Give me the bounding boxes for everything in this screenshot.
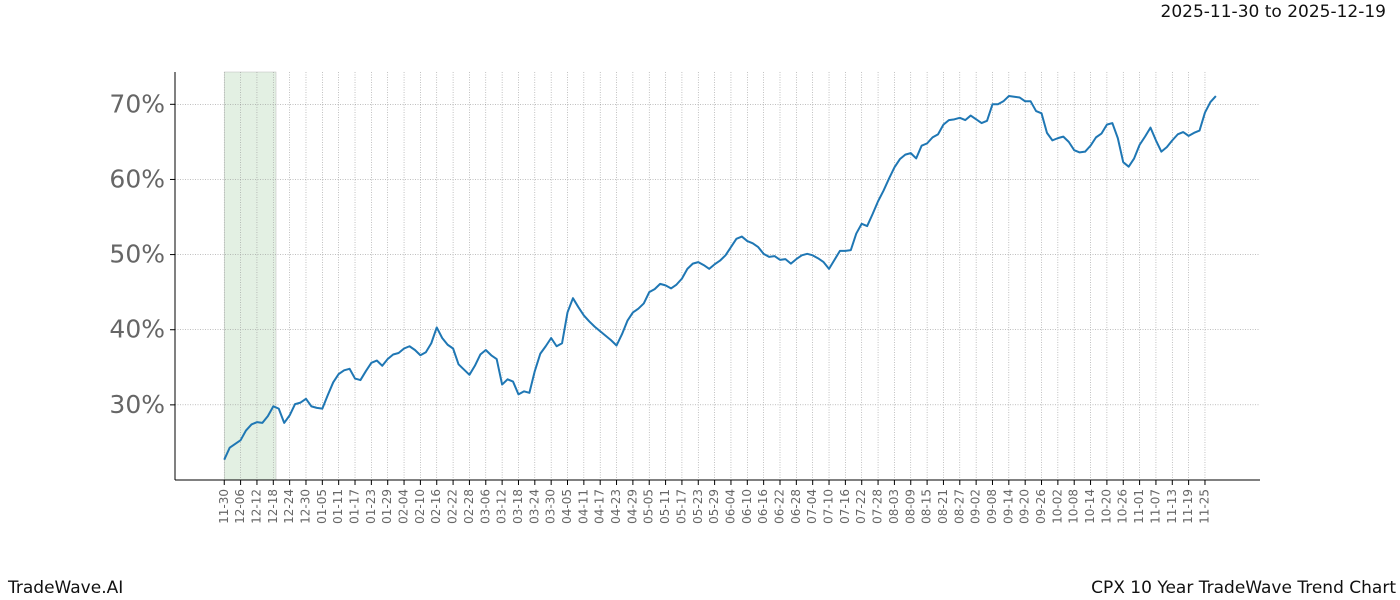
x-tick-label: 11-30 [217, 489, 231, 524]
chart-subtitle: 2025-11-30 to 2025-12-19 [1161, 2, 1386, 22]
chart-title: CPX 10 Year TradeWave Trend Chart [1091, 578, 1396, 598]
x-tick-label: 10-02 [1050, 489, 1064, 524]
x-tick-label: 08-21 [936, 489, 950, 524]
x-tick-label: 03-06 [478, 489, 492, 524]
x-tick-label: 02-04 [397, 489, 411, 524]
x-tick-label: 08-09 [903, 489, 917, 524]
x-tick-label: 07-16 [838, 489, 852, 524]
y-tick-label: 40% [109, 315, 165, 344]
y-tick-label: 60% [109, 164, 165, 193]
x-tick-label: 04-05 [560, 489, 574, 524]
x-tick-label: 09-08 [985, 489, 999, 524]
x-tick-label: 09-26 [1034, 489, 1048, 524]
x-tick-label: 08-27 [952, 489, 966, 524]
x-tick-label: 10-08 [1067, 489, 1081, 524]
x-tick-label: 03-24 [527, 489, 541, 524]
x-tick-label: 04-23 [609, 489, 623, 524]
x-tick-label: 09-20 [1018, 489, 1032, 524]
x-tick-label: 06-04 [723, 489, 737, 524]
x-tick-label: 08-15 [920, 489, 934, 524]
x-tick-label: 08-03 [887, 489, 901, 524]
y-tick-label: 70% [109, 89, 165, 118]
highlight-band [224, 71, 277, 481]
x-tick-label: 01-29 [380, 489, 394, 524]
x-tick-label: 10-20 [1099, 489, 1113, 524]
x-tick-label: 09-02 [969, 489, 983, 524]
x-tick-label: 12-12 [249, 489, 263, 524]
x-tick-label: 10-26 [1116, 489, 1130, 524]
x-tick-label: 05-05 [642, 489, 656, 524]
x-tick-label: 12-30 [298, 489, 312, 524]
x-tick-label: 10-14 [1083, 489, 1097, 524]
x-tick-label: 11-19 [1181, 489, 1195, 524]
x-tick-label: 07-04 [805, 489, 819, 524]
x-tick-label: 07-28 [871, 489, 885, 524]
x-tick-label: 01-23 [364, 489, 378, 524]
x-tick-label: 06-28 [789, 489, 803, 524]
data-line [223, 95, 1217, 461]
x-tick-label: 11-07 [1148, 489, 1162, 524]
x-tick-label: 11-25 [1197, 489, 1211, 524]
x-tick-label: 04-11 [576, 489, 590, 524]
x-tick-label: 05-23 [691, 489, 705, 524]
x-tick-label: 02-16 [429, 489, 443, 524]
x-tick-label: 02-10 [413, 489, 427, 524]
x-tick-label: 12-18 [266, 489, 280, 524]
x-tick-label: 11-01 [1132, 489, 1146, 524]
x-tick-label: 06-22 [772, 489, 786, 524]
x-tick-label: 04-29 [625, 489, 639, 524]
x-tick-label: 06-16 [756, 489, 770, 524]
x-tick-label: 05-11 [658, 489, 672, 524]
y-tick-label: 30% [109, 390, 165, 419]
x-tick-label: 06-10 [740, 489, 754, 524]
x-tick-label: 03-18 [511, 489, 525, 524]
x-tick-label: 11-13 [1165, 489, 1179, 524]
x-tick-label: 09-14 [1001, 489, 1015, 524]
x-tick-label: 12-06 [233, 489, 247, 524]
x-tick-label: 05-29 [707, 489, 721, 524]
x-tick-label: 03-12 [495, 489, 509, 524]
x-tick-label: 01-05 [315, 489, 329, 524]
x-tick-label: 03-30 [544, 489, 558, 524]
x-tick-label: 02-22 [446, 489, 460, 524]
x-tick-label: 07-22 [854, 489, 868, 524]
x-tick-label: 07-10 [822, 489, 836, 524]
x-tick-label: 05-17 [674, 489, 688, 524]
watermark: TradeWave.AI [7, 578, 123, 598]
x-tick-label: 01-11 [331, 489, 345, 524]
x-tick-label: 02-28 [462, 489, 476, 524]
x-tick-label: 12-24 [282, 489, 296, 524]
x-tick-label: 01-17 [348, 489, 362, 524]
y-tick-label: 50% [109, 240, 165, 269]
x-tick-label: 04-17 [593, 489, 607, 524]
